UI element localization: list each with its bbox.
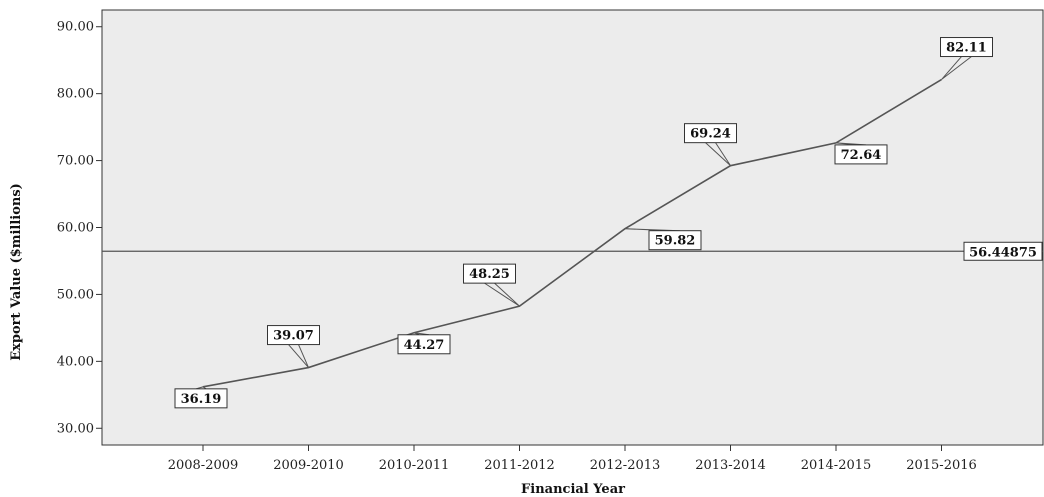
x-tick-label: 2009-2010 [273, 458, 344, 473]
x-tick-label: 2011-2012 [484, 458, 555, 473]
y-tick-label: 40.00 [57, 354, 94, 369]
data-label-pointer [413, 332, 430, 336]
data-label-box [174, 388, 228, 409]
y-tick-label: 90.00 [57, 20, 94, 35]
data-label: 44.27 [404, 338, 445, 353]
data-label-box [463, 263, 516, 284]
data-label: 82.11 [946, 41, 987, 56]
reference-label-box [963, 241, 1043, 261]
x-tick-label: 2012-2013 [590, 458, 661, 473]
x-axis: 2008-2009 2009-2010 2010-2011 2011-2012 2012… [168, 445, 977, 473]
data-label-box [940, 37, 993, 58]
y-tick-label: 50.00 [57, 287, 94, 302]
y-tick-label: 80.00 [57, 87, 94, 102]
x-tick-label: 2014-2015 [801, 458, 872, 473]
x-tick-label: 2015-2016 [906, 458, 977, 473]
reference-line-group: 56.44875 [102, 241, 1043, 261]
y-tick-label: 60.00 [57, 221, 94, 236]
x-tick-label: 2010-2011 [379, 458, 450, 473]
data-label-box [834, 144, 888, 165]
series-line [202, 78, 942, 388]
data-label-pointer [941, 56, 972, 80]
data-label: 72.64 [841, 148, 882, 163]
data-label-pointer [288, 344, 309, 368]
x-axis-title: Financial Year [521, 482, 625, 497]
reference-label: 56.44875 [969, 245, 1037, 260]
series-group [202, 78, 942, 388]
data-label: 59.82 [655, 234, 696, 249]
plot-area [101, 9, 1044, 446]
data-label-box [267, 325, 320, 346]
data-label: 39.07 [273, 329, 314, 344]
data-label-pointer [484, 282, 520, 307]
data-label-box [397, 334, 451, 355]
data-label-pointer [835, 142, 867, 146]
data-label-box [648, 230, 702, 251]
data-label: 36.19 [181, 392, 222, 407]
data-label: 69.24 [690, 127, 731, 142]
y-tick-label: 30.00 [57, 421, 94, 436]
x-tick-label: 2013-2014 [695, 458, 766, 473]
x-tick-label: 2008-2009 [168, 458, 239, 473]
data-label-pointer [624, 228, 681, 232]
y-axis-title: Export Value ($millions) [9, 183, 24, 361]
data-labels-group: 36.19 39.07 44.27 48.25 59.82 69.24 72.64 82.11 [174, 37, 993, 409]
data-label-pointer [195, 386, 207, 390]
data-label-pointer [705, 142, 731, 167]
data-label: 48.25 [469, 267, 510, 282]
y-tick-label: 70.00 [57, 154, 94, 169]
y-axis: 30.00 40.00 50.00 60.00 70.00 80.00 90.00 [57, 20, 102, 436]
data-label-box [684, 123, 737, 144]
